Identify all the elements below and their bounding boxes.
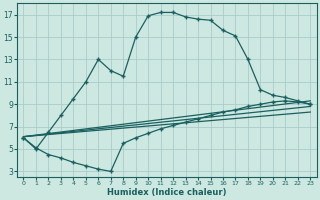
X-axis label: Humidex (Indice chaleur): Humidex (Indice chaleur): [107, 188, 227, 197]
